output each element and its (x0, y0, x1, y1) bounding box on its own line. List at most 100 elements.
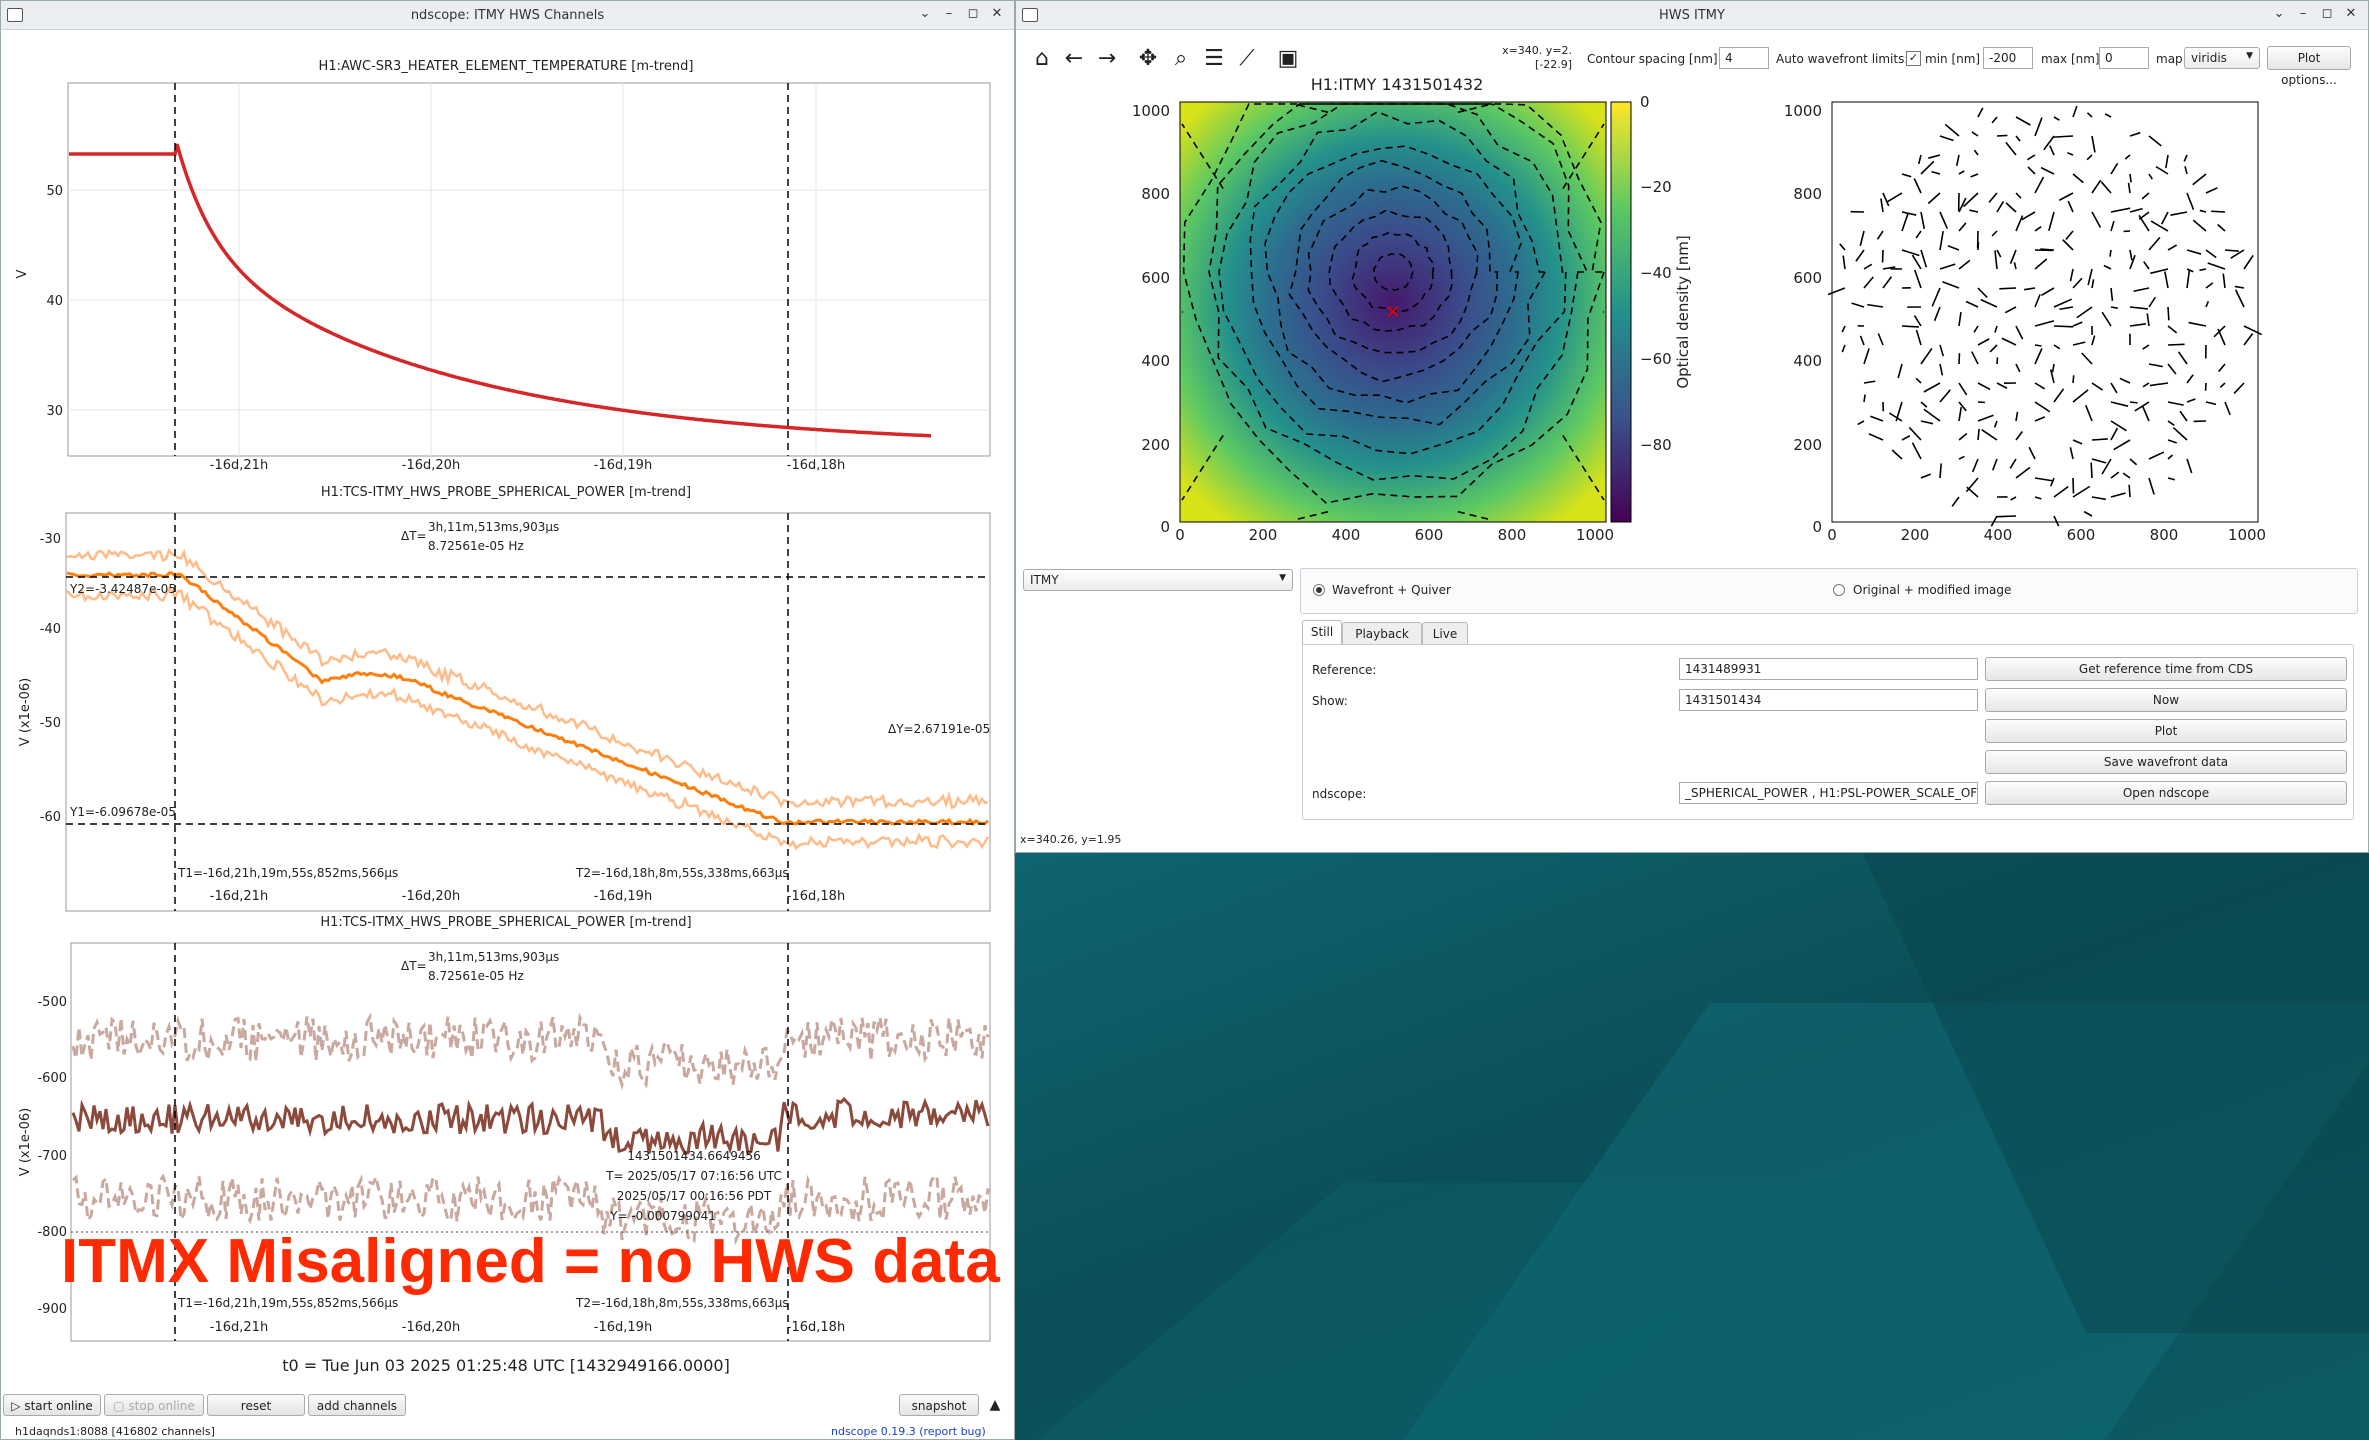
center-marker-icon: ✕ (1385, 302, 1400, 323)
radio-wavefront-quiver[interactable] (1313, 584, 1325, 596)
svg-text:600: 600 (2067, 526, 2096, 544)
nds-server-status: h1daqnds1:8088 [416802 channels] (15, 1425, 215, 1438)
svg-text:400: 400 (1332, 526, 1361, 544)
svg-text:800: 800 (1498, 526, 1527, 544)
y-tick: -60 (40, 810, 61, 825)
stop-online-button[interactable]: ▢ stop online (104, 1394, 204, 1416)
svg-text:800: 800 (1141, 185, 1170, 203)
y-tick: -30 (40, 532, 61, 547)
svg-text:1000: 1000 (1576, 526, 1614, 544)
svg-text:Y= -0.000799041: Y= -0.000799041 (609, 1209, 716, 1223)
maximize-icon[interactable]: ◻ (2321, 6, 2333, 21)
map-label: map (2156, 52, 2183, 66)
svg-text:1000: 1000 (1784, 102, 1822, 120)
colormap-select[interactable]: viridis ▼ (2184, 47, 2260, 69)
version-link[interactable]: ndscope 0.19.3 (report bug) (831, 1425, 986, 1438)
x-tick: -16d,21h (210, 458, 268, 473)
save-figure-icon[interactable]: ▣ (1277, 46, 1299, 71)
minimize-icon[interactable]: – (2299, 6, 2307, 21)
get-reference-button[interactable]: Get reference time from CDS (1985, 657, 2347, 681)
itmx-max-trace (71, 1012, 990, 1091)
wavefront-x-ticks: 0 200 400 600 800 1000 (1175, 526, 1614, 544)
home-icon[interactable]: ⌂ (1035, 46, 1049, 71)
wavefront-contours (1181, 103, 1606, 521)
back-arrow-icon[interactable]: ← (1064, 46, 1084, 71)
y-tick: 30 (46, 404, 63, 419)
configure-subplots-icon[interactable]: ☰ (1204, 46, 1224, 71)
svg-text:0: 0 (1812, 518, 1822, 536)
cursor-coords: x=340. y=2. [-22.9] (1502, 44, 1572, 71)
y1-label: Y1=-6.09678e-05 (69, 805, 176, 819)
auto-limits-checkbox[interactable]: ✓ (1906, 51, 1921, 66)
radio-original-modified[interactable] (1833, 584, 1845, 596)
x-tick: -16d,19h (594, 889, 652, 904)
window-menu-icon[interactable] (1022, 8, 1038, 22)
plot-button[interactable]: Plot (1985, 719, 2347, 743)
window-menu-icon[interactable] (7, 8, 23, 22)
delta-t-value: 3h,11m,513ms,903µs (428, 950, 559, 964)
now-button[interactable]: Now (1985, 688, 2347, 712)
chevron-down-icon[interactable]: ⌄ (2273, 6, 2285, 21)
open-ndscope-button[interactable]: Open ndscope (1985, 781, 2347, 805)
svg-text:0: 0 (1827, 526, 1837, 544)
close-icon[interactable]: ✕ (2345, 6, 2357, 21)
hws-figure[interactable]: H1:ITMY 1431501432 ✕ 1000 800 600 400 20… (1120, 72, 2360, 544)
forward-arrow-icon[interactable]: → (1097, 46, 1117, 71)
zoom-icon[interactable]: ⌕ (1174, 46, 1188, 71)
min-input[interactable]: -200 (1983, 47, 2033, 69)
svg-text:600: 600 (1141, 269, 1170, 287)
wavefront-title: H1:ITMY 1431501432 (1311, 75, 1484, 94)
delta-y-label: ΔY=2.67191e-05 (888, 722, 990, 736)
minimize-icon[interactable]: – (945, 6, 953, 21)
plot-title: H1:TCS-ITMY_HWS_PROBE_SPHERICAL_POWER [m… (321, 485, 691, 500)
plot-itmx-spherical-power[interactable]: H1:TCS-ITMX_HWS_PROBE_SPHERICAL_POWER [m… (18, 915, 991, 1342)
pan-icon[interactable]: ✥ (1138, 46, 1158, 71)
tab-playback[interactable]: Playback (1342, 622, 1422, 644)
add-channels-button[interactable]: add channels (308, 1394, 406, 1416)
tab-still[interactable]: Still (1302, 620, 1342, 644)
ndscope-window: ndscope: ITMY HWS Channels ⌄ – ◻ ✕ H1:AW… (0, 0, 1015, 1440)
optic-select[interactable]: ITMY ▼ (1023, 569, 1293, 591)
snapshot-button[interactable]: snapshot (899, 1394, 979, 1416)
svg-text:1000: 1000 (1132, 102, 1170, 120)
close-icon[interactable]: ✕ (991, 6, 1003, 21)
show-input[interactable]: 1431501434 (1679, 689, 1978, 711)
ndscope-channels-input[interactable]: _SPHERICAL_POWER , H1:PSL-POWER_SCALE_OF… (1679, 782, 1978, 804)
max-input[interactable]: 0 (2099, 47, 2149, 69)
chevron-up-icon[interactable]: ▲ (989, 1397, 1001, 1413)
x-tick: -16d,19h (594, 1320, 652, 1335)
svg-text:T= 2025/05/17 07:16:56 UTC: T= 2025/05/17 07:16:56 UTC (605, 1169, 782, 1183)
tab-live[interactable]: Live (1422, 622, 1468, 644)
show-label: Show: (1312, 694, 1348, 708)
ndscope-titlebar[interactable]: ndscope: ITMY HWS Channels ⌄ – ◻ ✕ (1, 1, 1014, 30)
plot-options-button[interactable]: Plot options... (2267, 46, 2351, 87)
start-online-button[interactable]: ▷ start online (3, 1394, 101, 1416)
plot-itmy-spherical-power[interactable]: H1:TCS-ITMY_HWS_PROBE_SPHERICAL_POWER [m… (18, 485, 991, 912)
reference-input[interactable]: 1431489931 (1679, 658, 1978, 680)
y-tick: 50 (46, 184, 63, 199)
y-tick: -800 (37, 1225, 67, 1240)
maximize-icon[interactable]: ◻ (967, 6, 979, 21)
svg-text:−60: −60 (1640, 350, 1672, 368)
y-axis-label: V (x1e-06) (18, 678, 33, 746)
contour-spacing-input[interactable]: 4 (1719, 47, 1769, 69)
plot-heater-temperature[interactable]: H1:AWC-SR3_HEATER_ELEMENT_TEMPERATURE [m… (15, 59, 991, 473)
chevron-down-icon[interactable]: ⌄ (919, 6, 931, 21)
contour-spacing-label: Contour spacing [nm]: (1587, 52, 1722, 66)
x-tick: -16d,19h (594, 458, 652, 473)
y-axis-label: V (x1e-06) (18, 1108, 33, 1176)
x-tick: -16d,20h (402, 1320, 460, 1335)
t2-label: T2=-16d,18h,8m,55s,338ms,663µs (575, 866, 789, 880)
itmy-max-trace (66, 547, 989, 810)
y-tick: -900 (37, 1302, 67, 1317)
colorbar-label: Optical density [nm] (1674, 235, 1692, 388)
svg-text:200: 200 (1249, 526, 1278, 544)
svg-text:0: 0 (1160, 518, 1170, 536)
hws-titlebar[interactable]: HWS ITMY ⌄ – ◻ ✕ (1016, 1, 2368, 30)
reset-button[interactable]: reset (207, 1394, 305, 1416)
ndscope-plots[interactable]: H1:AWC-SR3_HEATER_ELEMENT_TEMPERATURE [m… (1, 29, 1014, 1349)
edit-axis-icon[interactable]: ⟋ (1239, 46, 1255, 71)
quiver-plot[interactable] (1831, 101, 2259, 523)
y-tick: -500 (37, 995, 67, 1010)
save-wavefront-button[interactable]: Save wavefront data (1985, 750, 2347, 774)
